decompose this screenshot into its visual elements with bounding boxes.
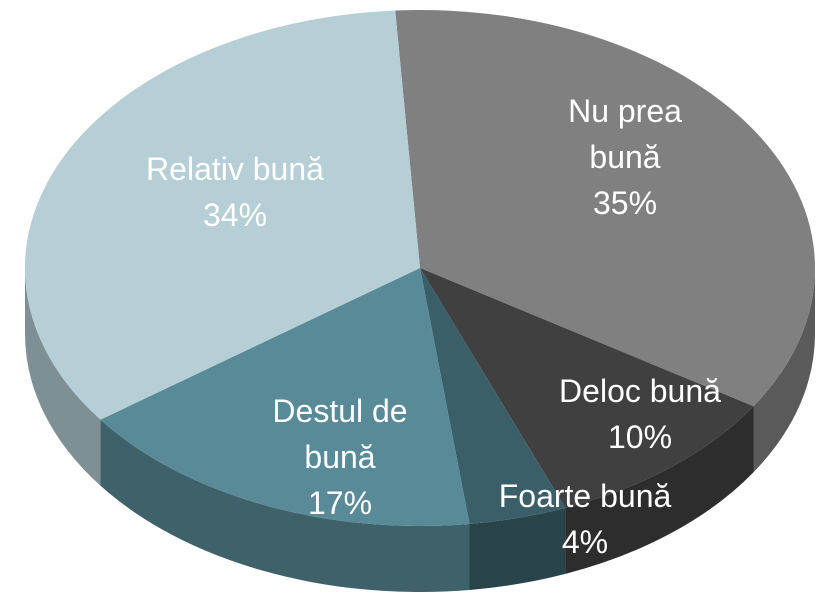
- category-label: Deloc bună: [559, 373, 721, 409]
- data-label: Nu prea bună 35%: [550, 88, 700, 226]
- pie-slice: [420, 268, 566, 524]
- data-label: Foarte bună 4%: [475, 473, 695, 565]
- pie-slice: [100, 268, 470, 526]
- value-label: 17%: [307, 485, 373, 521]
- pie-slice: [395, 10, 815, 407]
- pie-slice-side: [469, 507, 566, 590]
- value-label: 4%: [561, 524, 609, 560]
- category-label: Foarte bună: [498, 478, 672, 514]
- category-label: Nu prea bună: [568, 93, 682, 175]
- data-label: Relativ bună 34%: [105, 146, 365, 238]
- value-label: 10%: [607, 419, 673, 455]
- value-label: 35%: [592, 185, 658, 221]
- data-label: Destul de bună 17%: [255, 388, 425, 526]
- category-label: Relativ bună: [146, 151, 324, 187]
- pie-slice: [24, 10, 421, 420]
- data-label: Deloc bună 10%: [530, 368, 750, 460]
- pie-slice: [420, 268, 754, 508]
- category-label: Destul de bună: [272, 393, 408, 475]
- value-label: 34%: [202, 197, 268, 233]
- pie-slice-side: [25, 268, 101, 486]
- pie-slice-side: [565, 406, 754, 574]
- pie-slice-side: [100, 419, 470, 592]
- pie-slice-side: [753, 268, 815, 473]
